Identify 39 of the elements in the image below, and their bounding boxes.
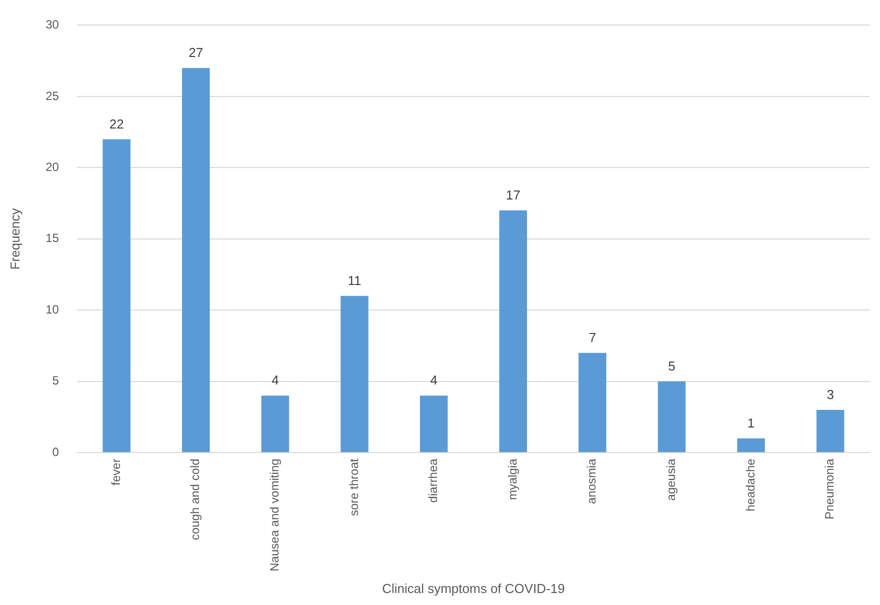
y-tick-label: 15 (46, 231, 60, 246)
data-label: 3 (826, 386, 834, 402)
y-tick-label: 5 (52, 374, 60, 388)
data-label: 22 (109, 116, 124, 132)
data-label: 11 (348, 273, 362, 288)
bar (340, 296, 368, 452)
x-tick-label: Pneumonia (822, 458, 837, 520)
data-label: 4 (272, 372, 279, 388)
data-label: 4 (430, 372, 438, 388)
bar (102, 139, 130, 452)
bar (578, 352, 606, 452)
x-tick-label: myalgia (505, 458, 520, 500)
y-tick-label: 20 (46, 160, 60, 174)
bar (420, 396, 448, 452)
x-tick-label: sore throat (346, 458, 361, 516)
data-label: 1 (747, 415, 755, 430)
y-tick-label: 30 (46, 18, 60, 32)
y-axis-title: Frequency (7, 208, 22, 270)
x-tick-label: cough and cold (188, 458, 202, 540)
x-tick-label: headache (743, 458, 758, 512)
bar (182, 68, 210, 452)
x-tick-label: diarrhea (426, 458, 440, 503)
bar (658, 381, 686, 452)
y-tick-label: 10 (46, 302, 60, 316)
data-label: 27 (188, 45, 204, 60)
y-tick-label: 25 (46, 88, 60, 103)
data-label: 7 (588, 330, 596, 345)
x-tick-label: Nausea and vomiting (268, 458, 282, 572)
bar (816, 410, 844, 452)
x-tick-label: ageusia (664, 458, 678, 501)
data-label: 17 (506, 188, 520, 203)
bar (737, 438, 765, 452)
x-tick-label: anosmia (584, 458, 599, 504)
data-label: 5 (668, 358, 676, 374)
bar (261, 396, 290, 452)
x-tick-label: fever (108, 458, 123, 486)
x-axis-title: Clinical symptoms of COVID-19 (382, 580, 565, 596)
y-tick-label: 0 (52, 444, 60, 459)
bar (499, 210, 528, 452)
